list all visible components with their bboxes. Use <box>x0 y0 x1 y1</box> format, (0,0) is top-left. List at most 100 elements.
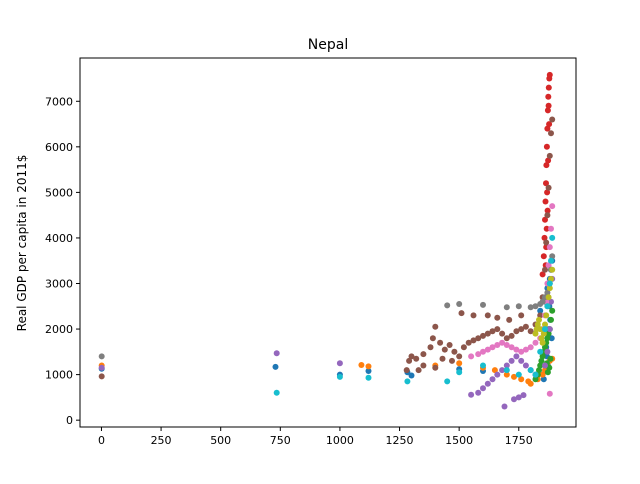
x-tick-label-7: 1750 <box>505 434 533 447</box>
x-tick-label-3: 750 <box>270 434 291 447</box>
point-series-orange-11 <box>527 380 534 387</box>
point-series-purple-5 <box>480 385 486 392</box>
point-series-pink-13 <box>532 339 539 346</box>
point-series-brown-26 <box>518 326 525 333</box>
point-series-gray-7 <box>532 303 539 310</box>
point-series-pink-8 <box>508 344 515 351</box>
point-series-purple-2 <box>336 360 343 367</box>
point-series-cyan-7 <box>503 367 510 374</box>
point-series-brown-48 <box>420 362 427 369</box>
point-series-gray-1 <box>444 302 451 309</box>
point-series-blue-22 <box>540 376 547 383</box>
point-series-brown-49 <box>415 367 422 374</box>
point-series-brown-10 <box>441 346 448 353</box>
point-series-purple-7 <box>489 376 496 383</box>
point-series-gray-11 <box>544 289 551 296</box>
point-series-red-7 <box>543 143 550 150</box>
point-series-red-11 <box>545 84 552 91</box>
point-series-cyan-13 <box>544 303 551 310</box>
point-series-brown-12 <box>451 348 458 355</box>
point-series-pink-3 <box>484 346 491 353</box>
point-series-brown-16 <box>470 337 477 344</box>
point-series-brown-7 <box>429 335 436 342</box>
point-series-blue-8 <box>537 307 544 314</box>
point-series-brown-33 <box>543 239 550 246</box>
point-series-red-9 <box>544 107 551 114</box>
axis-ticks-layer: 0 250 500 750 1000 1250 1500 1750 0 1000 2000 3000 4… <box>45 95 533 447</box>
point-series-purple-3 <box>468 391 475 398</box>
point-series-brown-2 <box>406 357 413 364</box>
point-series-pink-22 <box>549 203 556 210</box>
y-tick-label-4: 4000 <box>45 232 73 245</box>
x-tick-label-0: 0 <box>98 434 105 447</box>
point-series-pink-2 <box>480 348 486 355</box>
point-series-green-5 <box>539 353 546 360</box>
point-series-blue-3 <box>365 368 372 374</box>
point-series-olive-13 <box>548 275 554 282</box>
point-series-brown-9 <box>437 339 444 346</box>
point-series-purple-21 <box>542 362 548 369</box>
point-series-red-21 <box>545 102 552 109</box>
point-series-brown-21 <box>494 326 501 333</box>
point-series-red-2 <box>541 234 548 241</box>
point-series-red-15 <box>545 157 552 164</box>
point-series-purple-1 <box>273 350 280 357</box>
point-series-olive-9 <box>543 312 550 319</box>
point-series-orange-8 <box>511 373 517 380</box>
point-series-purple-14 <box>522 362 529 369</box>
point-series-brown-45 <box>506 316 513 323</box>
point-series-brown-38 <box>549 116 556 123</box>
point-series-green-12 <box>548 316 554 323</box>
point-series-red-0 <box>539 271 546 278</box>
point-series-purple-9 <box>499 367 506 374</box>
point-series-red-4 <box>542 198 549 205</box>
point-series-brown-32 <box>542 266 548 273</box>
point-series-pink-19 <box>545 262 552 269</box>
point-series-green-7 <box>542 344 548 351</box>
point-series-orange-1 <box>358 362 365 368</box>
point-series-cyan-1 <box>336 373 343 380</box>
point-series-olive-14 <box>549 266 556 273</box>
point-series-purple-11 <box>508 357 515 364</box>
point-series-olive-3 <box>536 316 542 323</box>
point-series-orange-6 <box>491 367 498 374</box>
point-series-green-9 <box>544 335 551 342</box>
point-series-pink-21 <box>548 225 554 232</box>
point-series-cyan-16 <box>549 234 556 241</box>
point-series-green-4 <box>538 357 545 364</box>
point-series-brown-34 <box>544 212 551 219</box>
point-series-purple-6 <box>484 380 491 387</box>
point-series-blue-1 <box>272 363 279 370</box>
point-series-orange-13 <box>539 371 546 378</box>
point-series-brown-41 <box>458 310 465 317</box>
y-tick-label-0: 0 <box>66 414 73 427</box>
point-series-brown-43 <box>484 312 491 319</box>
point-series-purple-20 <box>520 392 527 399</box>
point-series-pink-4 <box>489 344 496 351</box>
series-series-purple <box>98 275 556 410</box>
point-series-green-3 <box>537 362 544 369</box>
point-series-orange-2 <box>365 363 372 370</box>
point-series-pink-9 <box>513 346 520 353</box>
point-series-brown-35 <box>545 184 552 191</box>
point-series-red-5 <box>543 180 549 187</box>
point-series-green-15 <box>544 369 551 376</box>
point-series-brown-4 <box>413 355 420 362</box>
point-series-cyan-6 <box>480 362 486 369</box>
point-series-gray-14 <box>549 253 556 260</box>
point-series-brown-8 <box>432 323 439 330</box>
point-series-brown-1 <box>403 367 410 374</box>
point-series-purple-0 <box>98 364 105 371</box>
x-tick-label-4: 1000 <box>326 434 354 447</box>
chart-title: Nepal <box>308 37 348 53</box>
point-series-brown-25 <box>513 328 520 335</box>
point-series-purple-13 <box>518 357 525 364</box>
point-series-brown-15 <box>465 339 472 346</box>
point-series-pink-10 <box>518 348 525 355</box>
y-tick-label-6: 6000 <box>45 141 73 154</box>
point-series-brown-20 <box>489 328 496 335</box>
point-series-orange-9 <box>518 376 525 383</box>
point-series-brown-42 <box>470 312 477 319</box>
